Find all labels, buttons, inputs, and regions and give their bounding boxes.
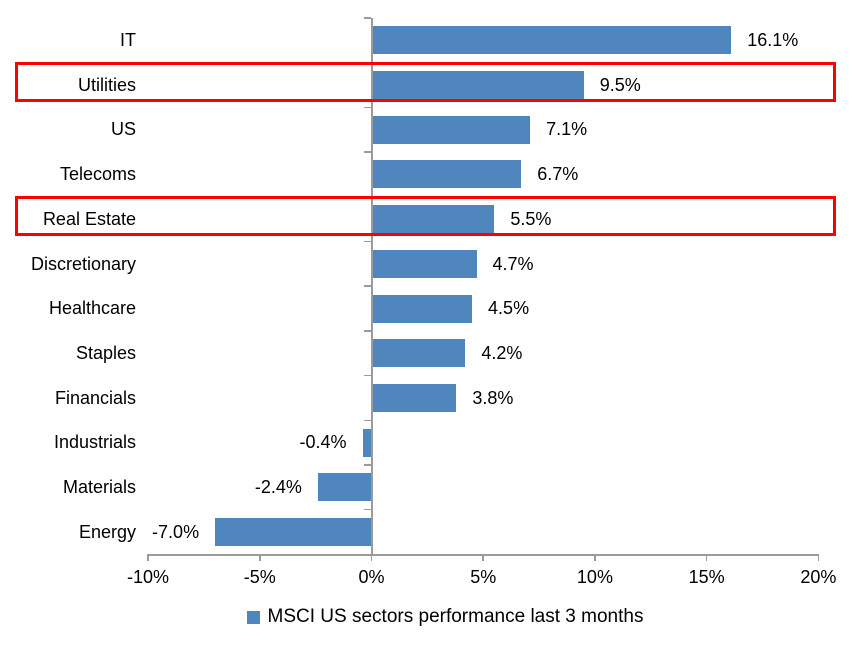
category-label: US xyxy=(110,119,136,140)
category-label: Real Estate xyxy=(42,208,136,229)
value-axis-tick xyxy=(482,554,484,562)
category-label: Financials xyxy=(54,387,136,408)
category-axis-tick xyxy=(363,464,371,466)
value-label: 5.5% xyxy=(510,208,552,229)
bar xyxy=(362,428,372,457)
value-axis-tick xyxy=(370,554,373,562)
value-label: -0.4% xyxy=(299,432,347,453)
value-label: 4.2% xyxy=(481,342,523,363)
bar xyxy=(372,383,457,412)
bar xyxy=(215,518,372,547)
category-label: Utilities xyxy=(77,74,136,95)
bar xyxy=(372,71,584,100)
category-axis-tick xyxy=(363,374,371,377)
value-label: 7.1% xyxy=(546,119,588,140)
value-axis-tick xyxy=(705,554,708,562)
category-axis-tick xyxy=(363,330,371,332)
category-axis-tick xyxy=(363,419,371,422)
value-label: 4.7% xyxy=(492,253,534,274)
legend-label: MSCI US sectors performance last 3 month… xyxy=(267,606,644,627)
highlight-box xyxy=(15,195,836,237)
value-label: -7.0% xyxy=(152,521,200,542)
legend-swatch-icon xyxy=(246,610,260,624)
category-axis-tick xyxy=(363,106,371,109)
bar xyxy=(372,160,522,189)
value-axis-tick xyxy=(259,554,261,562)
category-axis-tick xyxy=(363,151,371,153)
bar xyxy=(372,249,477,278)
bar xyxy=(372,115,531,144)
legend: MSCI US sectors performance last 3 month… xyxy=(0,606,852,628)
category-label: Staples xyxy=(75,342,136,363)
category-label: Discretionary xyxy=(30,253,136,274)
value-axis-tick xyxy=(147,554,149,562)
highlight-box xyxy=(15,61,836,103)
value-axis-tick-label: 15% xyxy=(688,567,725,588)
category-label: Healthcare xyxy=(48,298,136,319)
value-axis-tick-label: 0% xyxy=(358,567,385,588)
value-label: 9.5% xyxy=(599,74,641,95)
category-axis-tick xyxy=(363,240,371,243)
value-label: 6.7% xyxy=(537,164,579,185)
category-axis-tick xyxy=(363,508,371,511)
value-label: 4.5% xyxy=(488,298,530,319)
bar xyxy=(372,205,495,234)
category-label: Materials xyxy=(62,477,136,497)
category-label: Industrials xyxy=(53,432,136,453)
bar xyxy=(372,26,732,55)
value-label: 3.8% xyxy=(472,387,514,408)
bar xyxy=(317,473,372,502)
value-axis-tick-label: 20% xyxy=(800,567,837,588)
category-axis-line xyxy=(370,18,373,555)
value-axis-tick-label: 10% xyxy=(576,567,613,588)
category-label: Telecoms xyxy=(59,164,136,185)
value-axis-tick xyxy=(594,554,596,562)
category-label: Energy xyxy=(78,521,136,542)
category-axis-tick xyxy=(363,285,371,287)
value-axis-tick-label: -5% xyxy=(243,567,276,588)
category-label: IT xyxy=(120,30,136,50)
value-axis-tick-label: -10% xyxy=(127,567,170,588)
value-axis-tick-label: 5% xyxy=(470,567,497,588)
bar xyxy=(372,294,473,323)
value-axis-tick xyxy=(817,554,820,562)
value-label: 16.1% xyxy=(747,30,799,50)
bar xyxy=(372,339,466,368)
value-label: -2.4% xyxy=(254,477,302,497)
category-axis-tick xyxy=(363,17,371,19)
